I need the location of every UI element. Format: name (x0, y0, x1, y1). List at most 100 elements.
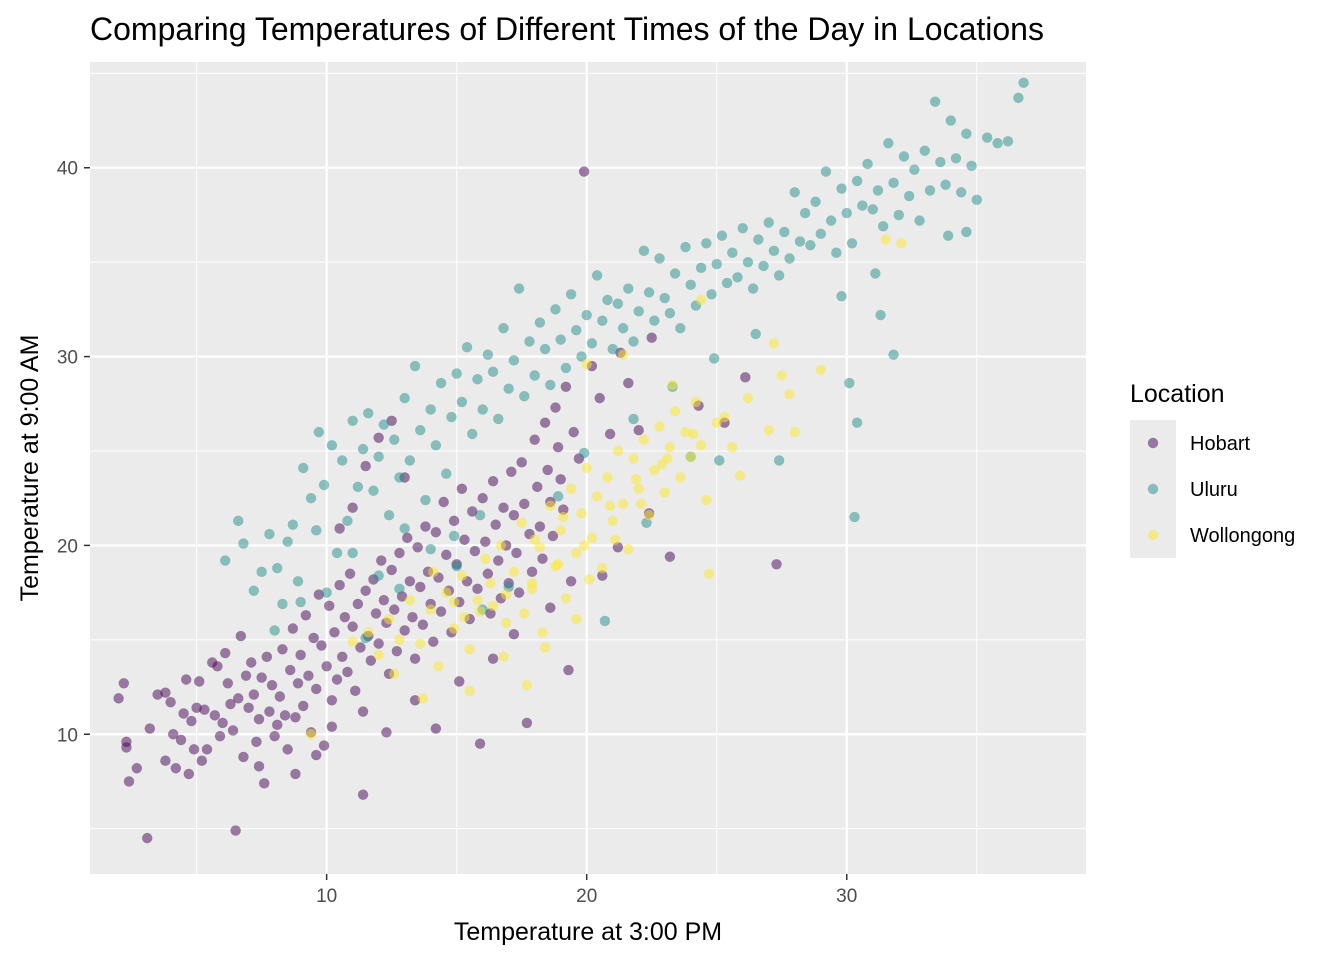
data-point (425, 604, 436, 615)
data-point (394, 634, 405, 646)
data-point (373, 432, 384, 443)
data-point (386, 415, 397, 426)
data-point (394, 472, 405, 483)
x-tick-label: 30 (836, 886, 857, 907)
data-point (425, 404, 436, 415)
data-point (295, 596, 306, 608)
data-point (415, 581, 426, 593)
data-point (170, 763, 182, 774)
data-point (394, 547, 405, 559)
data-point (448, 596, 460, 608)
data-point (896, 238, 907, 249)
data-point (168, 729, 179, 740)
data-point (261, 651, 273, 663)
data-point (880, 234, 891, 245)
data-point (604, 428, 616, 440)
data-point (571, 324, 582, 336)
data-point (194, 676, 205, 687)
data-point (578, 540, 590, 551)
data-point (568, 426, 579, 438)
data-point (321, 587, 332, 598)
data-point (373, 451, 384, 462)
data-point (701, 494, 712, 506)
data-point (334, 523, 345, 534)
data-point (851, 175, 863, 187)
data-point (844, 377, 855, 389)
data-point (610, 534, 621, 545)
data-point (695, 294, 707, 306)
data-point (399, 523, 410, 534)
data-point (599, 615, 611, 627)
data-point (508, 510, 520, 521)
data-point (238, 538, 249, 549)
data-point (347, 636, 358, 647)
data-point (430, 723, 442, 734)
data-point (586, 338, 598, 349)
data-point (277, 644, 288, 655)
data-point (441, 549, 452, 561)
data-point (308, 632, 319, 644)
data-point (857, 200, 868, 211)
data-point (602, 294, 613, 306)
data-point (303, 670, 314, 681)
data-point (352, 598, 364, 610)
data-point (251, 736, 262, 748)
y-tick-label: 10 (57, 725, 78, 746)
data-point (305, 493, 317, 504)
data-point (675, 323, 686, 334)
data-point (220, 647, 231, 659)
data-point (555, 474, 566, 485)
data-point (376, 555, 387, 566)
data-point (394, 583, 405, 595)
data-point (747, 283, 759, 294)
data-point (675, 472, 686, 483)
data-point (448, 515, 460, 527)
data-point (480, 553, 491, 564)
data-point (370, 608, 382, 619)
data-point (446, 411, 457, 423)
data-point (594, 392, 605, 404)
data-point (363, 627, 374, 638)
data-point (144, 723, 156, 734)
data-point (350, 685, 361, 697)
series-hobart (113, 166, 782, 844)
data-point (474, 738, 486, 749)
data-point (571, 613, 582, 625)
data-point (456, 570, 468, 581)
data-point (451, 368, 462, 379)
data-point (513, 283, 525, 294)
data-point (649, 464, 660, 476)
data-point (160, 687, 171, 698)
data-point (264, 706, 275, 717)
data-point (688, 428, 699, 440)
data-point (776, 370, 787, 381)
data-point (669, 406, 681, 417)
data-point (290, 712, 301, 723)
x-axis-title: Temperature at 3:00 PM (454, 918, 722, 946)
data-point (597, 570, 608, 581)
data-point (248, 689, 260, 700)
data-point (230, 825, 241, 836)
data-point (425, 544, 436, 555)
data-point (586, 532, 598, 544)
data-point (428, 566, 439, 578)
data-point (472, 583, 483, 595)
data-point (526, 566, 538, 578)
data-point (576, 351, 587, 362)
data-point (368, 485, 379, 496)
data-point (604, 500, 616, 511)
data-point (516, 457, 527, 468)
data-point (493, 413, 504, 425)
data-point (628, 336, 639, 347)
data-point (617, 323, 629, 334)
data-point (329, 627, 340, 638)
data-point (532, 481, 543, 493)
data-point (810, 196, 821, 207)
data-point (558, 511, 569, 523)
data-point (428, 636, 439, 647)
data-point (404, 594, 416, 606)
data-point (690, 396, 702, 408)
data-point (272, 562, 283, 574)
data-point (719, 411, 730, 423)
data-point (680, 241, 691, 253)
